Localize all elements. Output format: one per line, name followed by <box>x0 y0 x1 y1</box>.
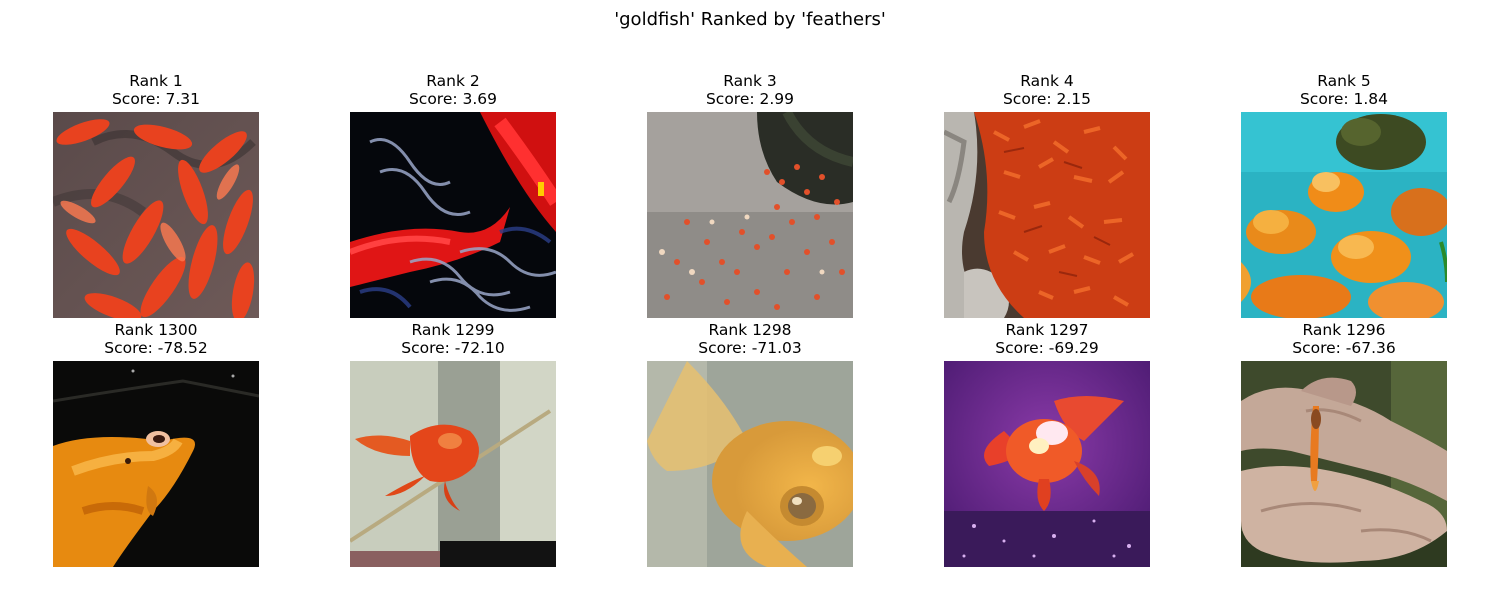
goldfish-image <box>1241 112 1447 318</box>
goldfish-image <box>53 361 259 567</box>
panel-caption: Rank 3 Score: 2.99 <box>607 72 893 108</box>
goldfish-image <box>53 112 259 318</box>
panel-caption: Rank 1296 Score: -67.36 <box>1201 321 1487 357</box>
goldfish-image <box>350 112 556 318</box>
rank-label: Rank 1300 <box>114 321 198 339</box>
score-label: Score: 2.99 <box>705 90 795 108</box>
rank-label: Rank 1297 <box>1005 321 1089 339</box>
rank-label: Rank 5 <box>1317 72 1371 90</box>
score-label: Score: 7.31 <box>111 90 201 108</box>
goldfish-image <box>647 361 853 567</box>
rank-label: Rank 1299 <box>411 321 495 339</box>
panel-caption: Rank 5 Score: 1.84 <box>1201 72 1487 108</box>
figure-title: 'goldfish' Ranked by 'feathers' <box>614 9 886 30</box>
score-label: Score: -78.52 <box>104 339 208 357</box>
goldfish-image <box>350 361 556 567</box>
score-label: Score: -72.10 <box>401 339 505 357</box>
goldfish-image <box>944 112 1150 318</box>
score-label: Score: -69.29 <box>995 339 1099 357</box>
score-label: Score: 1.84 <box>1299 90 1389 108</box>
goldfish-image <box>944 361 1150 567</box>
score-label: Score: 2.15 <box>1002 90 1092 108</box>
score-label: Score: -67.36 <box>1292 339 1396 357</box>
panel-caption: Rank 1 Score: 7.31 <box>13 72 299 108</box>
panel-caption: Rank 2 Score: 3.69 <box>310 72 596 108</box>
score-label: Score: 3.69 <box>408 90 498 108</box>
rank-label: Rank 1296 <box>1302 321 1386 339</box>
panel-caption: Rank 1299 Score: -72.10 <box>310 321 596 357</box>
panel-caption: Rank 4 Score: 2.15 <box>904 72 1190 108</box>
rank-label: Rank 3 <box>723 72 777 90</box>
goldfish-image <box>1241 361 1447 567</box>
score-label: Score: -71.03 <box>698 339 802 357</box>
rank-label: Rank 2 <box>426 72 480 90</box>
goldfish-image <box>647 112 853 318</box>
rank-label: Rank 1 <box>129 72 183 90</box>
panel-caption: Rank 1300 Score: -78.52 <box>13 321 299 357</box>
panel-caption: Rank 1298 Score: -71.03 <box>607 321 893 357</box>
rank-label: Rank 4 <box>1020 72 1074 90</box>
panel-caption: Rank 1297 Score: -69.29 <box>904 321 1190 357</box>
rank-label: Rank 1298 <box>708 321 792 339</box>
